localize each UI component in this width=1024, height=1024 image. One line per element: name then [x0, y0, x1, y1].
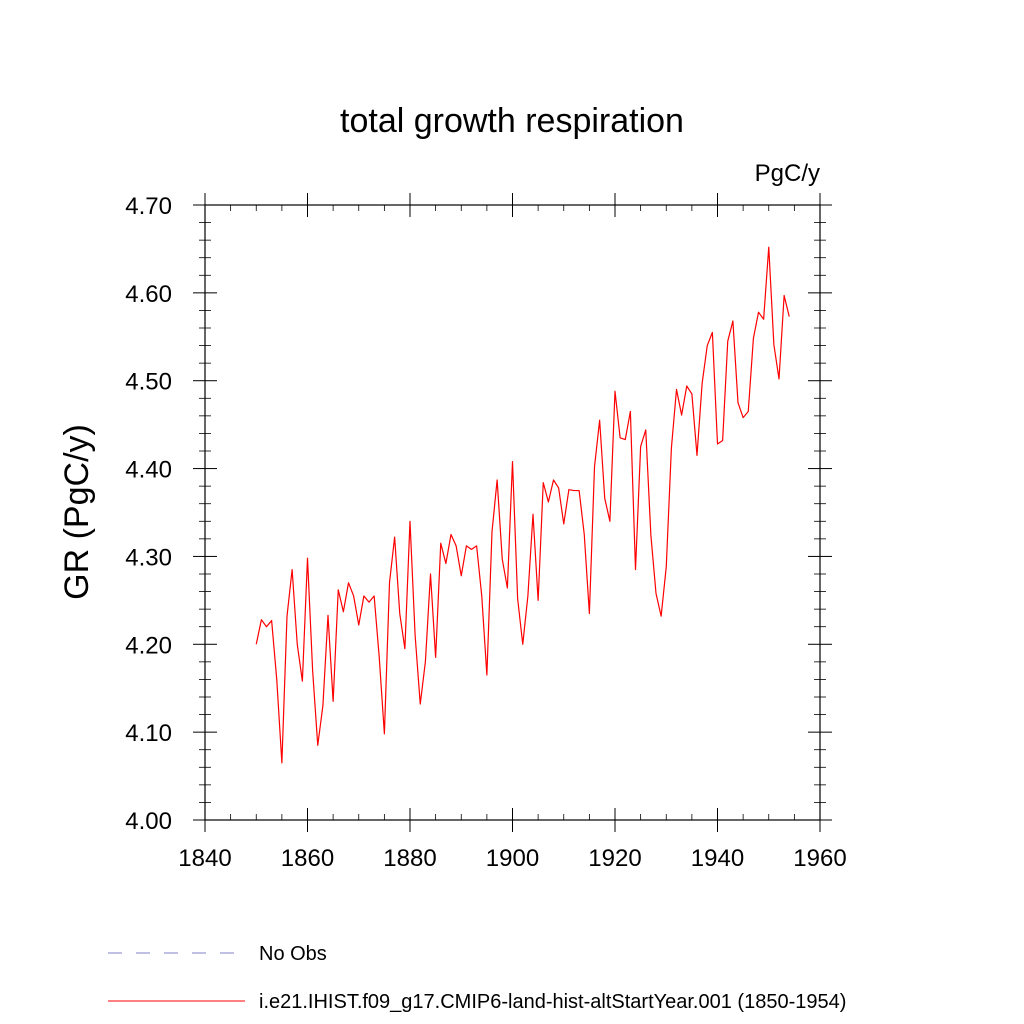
y-tick-label: 4.60: [125, 281, 172, 308]
x-tick-label: 1880: [383, 845, 436, 872]
y-tick-label: 4.70: [125, 193, 172, 220]
y-tick-label: 4.10: [125, 720, 172, 747]
legend-label-0: No Obs: [259, 943, 327, 965]
x-tick-label: 1900: [486, 845, 539, 872]
y-tick-label: 4.00: [125, 808, 172, 835]
x-tick-label: 1960: [793, 845, 846, 872]
x-tick-label: 1920: [588, 845, 641, 872]
y-tick-label: 4.50: [125, 369, 172, 396]
legend-label-1: i.e21.IHIST.f09_g17.CMIP6-land-hist-altS…: [259, 991, 846, 1013]
y-axis-label: GR (PgC/y): [58, 424, 96, 600]
plot-frame: [204, 204, 821, 821]
x-tick-label: 1840: [178, 845, 231, 872]
y-tick-label: 4.40: [125, 457, 172, 484]
series-layer: [255, 246, 790, 764]
y-tick-label: 4.20: [125, 632, 172, 659]
chart-title: total growth respiration: [340, 102, 684, 140]
legend: No Obs i.e21.IHIST.f09_g17.CMIP6-land-his…: [108, 943, 846, 1013]
x-tick-label: 1860: [281, 845, 334, 872]
series-line-1: [255, 246, 790, 764]
units-label: PgC/y: [755, 160, 820, 187]
x-tick-label: 1940: [691, 845, 744, 872]
y-tick-label: 4.30: [125, 544, 172, 571]
axis-ticks: 1840 1860 1880 1900 1920 1940 1960 4.00 4.10 4.20…: [125, 193, 847, 872]
